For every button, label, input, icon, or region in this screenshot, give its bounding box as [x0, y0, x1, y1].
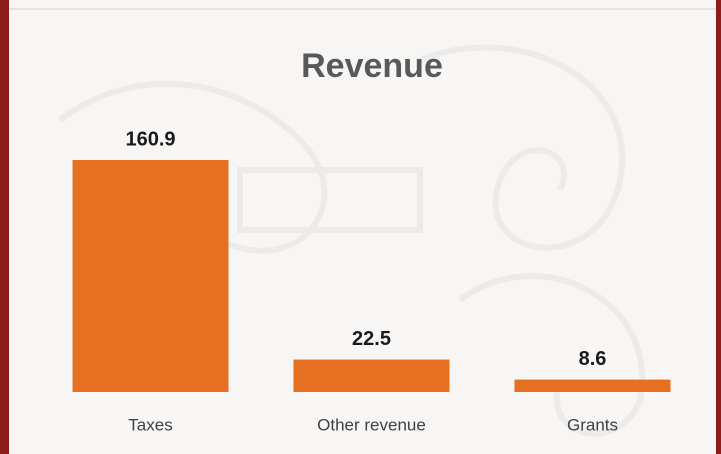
right-border — [716, 0, 721, 454]
data-label: 22.5 — [352, 328, 391, 350]
x-tick-label: Taxes — [128, 415, 172, 434]
left-border — [0, 0, 9, 454]
data-label: 160.9 — [125, 128, 175, 150]
bar — [515, 380, 671, 392]
chart-title: Revenue — [301, 47, 443, 85]
x-tick-label: Grants — [567, 415, 618, 434]
x-tick-label: Other revenue — [317, 415, 426, 434]
chart: Revenue 160.9 Taxes 22.5 Other revenue 8.6 Gr… — [0, 0, 721, 454]
data-label: 8.6 — [579, 348, 607, 370]
bar — [73, 160, 229, 392]
bar — [294, 360, 450, 392]
